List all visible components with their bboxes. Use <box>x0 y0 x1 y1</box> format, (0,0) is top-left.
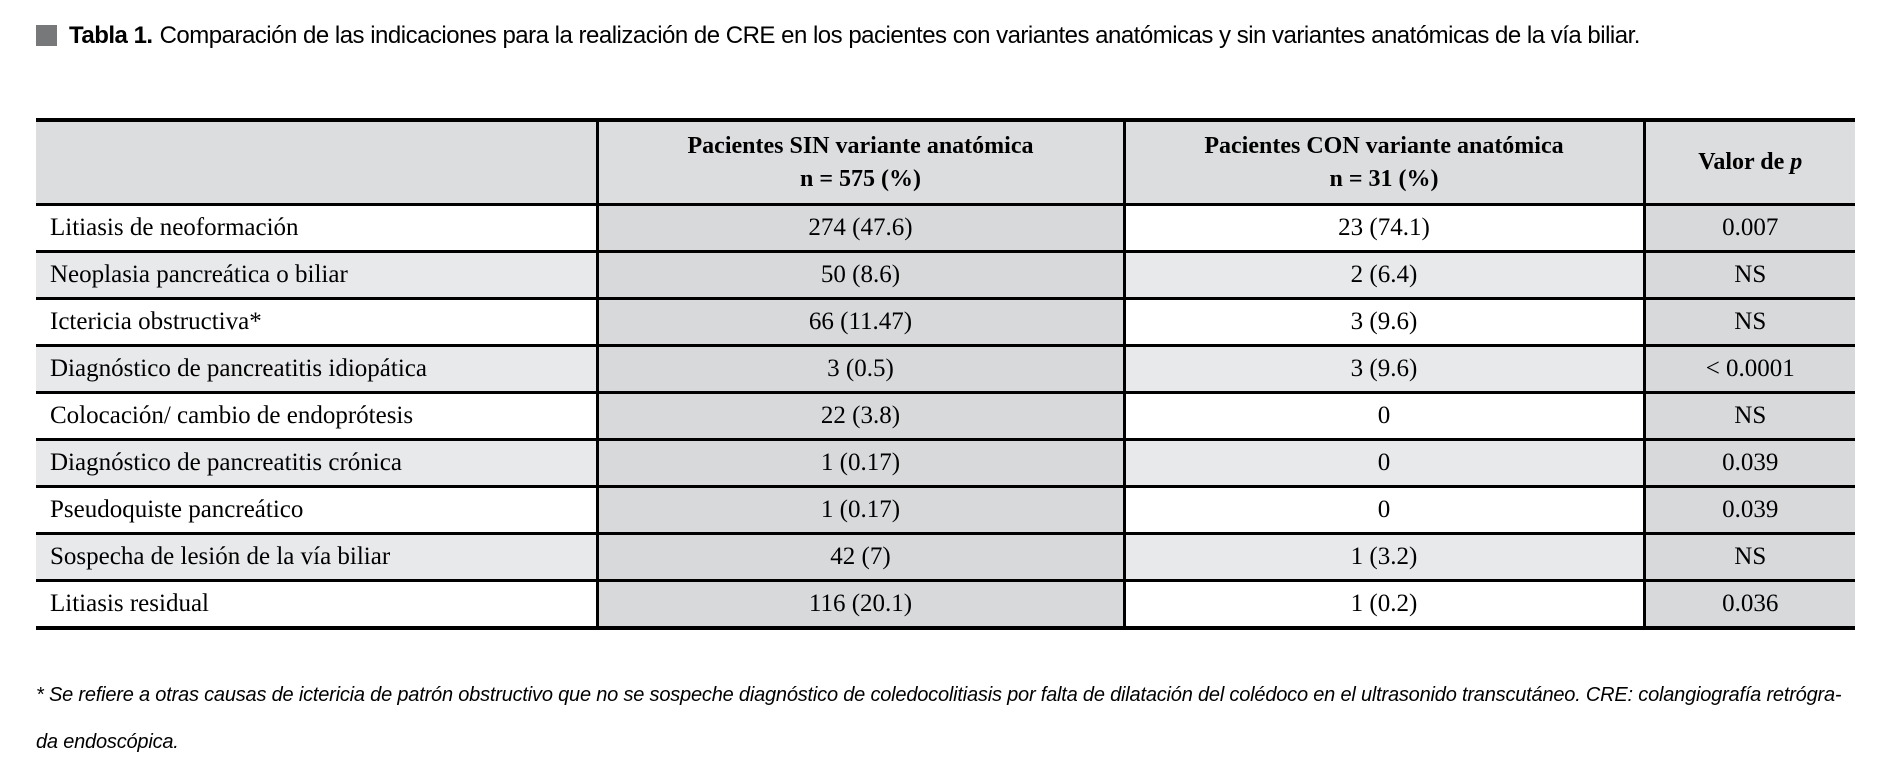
cell-con-variante: 0 <box>1122 392 1644 441</box>
cell-indication: Litiasis residual <box>36 580 597 630</box>
cell-p-value: 0.039 <box>1642 486 1855 535</box>
header-sin-line1: Pacientes SIN variante anatómica <box>687 132 1034 159</box>
cell-sin-variante: 50 (8.6) <box>595 251 1124 300</box>
table-row: Sospecha de lesión de la vía biliar 42 (7… <box>36 533 1855 582</box>
footnote-line2: da endoscópica. <box>36 731 179 753</box>
cell-p-value: NS <box>1642 533 1855 582</box>
table-header: Pacientes SIN variante anatómica n = 575… <box>36 118 1855 206</box>
footnote: * Se refiere a otras causas de ictericia… <box>36 672 1842 766</box>
valor-p-label: Valor de <box>1698 149 1791 175</box>
cell-p-value: NS <box>1642 392 1855 441</box>
table-row: Ictericia obstructiva* 66 (11.47) 3 (9.6) N… <box>36 298 1855 347</box>
table-row: Pseudoquiste pancreático 1 (0.17) 0 0.039 <box>36 486 1855 535</box>
cell-con-variante: 3 (9.6) <box>1122 345 1644 394</box>
cell-p-value: < 0.0001 <box>1642 345 1855 394</box>
cell-p-value: NS <box>1642 298 1855 347</box>
cell-sin-variante: 42 (7) <box>595 533 1124 582</box>
table-row: Diagnóstico de pancreatitis crónica 1 (0.… <box>36 439 1855 488</box>
cell-sin-variante: 22 (3.8) <box>595 392 1124 441</box>
cell-con-variante: 2 (6.4) <box>1122 251 1644 300</box>
cell-sin-variante: 1 (0.17) <box>595 439 1124 488</box>
cell-indication: Diagnóstico de pancreatitis crónica <box>36 439 597 488</box>
cell-con-variante: 1 (0.2) <box>1122 580 1644 630</box>
cell-indication: Neoplasia pancreática o biliar <box>36 251 597 300</box>
valor-p-symbol: p <box>1790 149 1803 175</box>
cell-sin-variante: 116 (20.1) <box>595 580 1124 630</box>
cell-indication: Colocación/ cambio de endoprótesis <box>36 392 597 441</box>
cell-indication: Diagnóstico de pancreatitis idiopática <box>36 345 597 394</box>
header-con-line1: Pacientes CON variante anatómica <box>1204 132 1564 159</box>
header-con-line2: n = 31 (%) <box>1329 165 1439 192</box>
title-bullet-square-icon <box>36 25 57 46</box>
header-indication-empty <box>36 118 597 206</box>
footnote-line1: * Se refiere a otras causas de ictericia… <box>36 684 1842 706</box>
table-row: Litiasis residual 116 (20.1) 1 (0.2) 0.036 <box>36 580 1855 630</box>
cell-indication: Ictericia obstructiva* <box>36 298 597 347</box>
cell-sin-variante: 274 (47.6) <box>595 204 1124 253</box>
header-sin-variante: Pacientes SIN variante anatómica n = 575… <box>595 118 1124 206</box>
header-row: Pacientes SIN variante anatómica n = 575… <box>36 118 1855 206</box>
cell-p-value: 0.036 <box>1642 580 1855 630</box>
cell-indication: Litiasis de neoformación <box>36 204 597 253</box>
cell-sin-variante: 66 (11.47) <box>595 298 1124 347</box>
cell-p-value: NS <box>1642 251 1855 300</box>
title-label: Tabla 1. <box>69 22 153 49</box>
table-row: Neoplasia pancreática o biliar 50 (8.6) 2 … <box>36 251 1855 300</box>
header-valor-p: Valor de p <box>1642 118 1855 206</box>
table-row: Diagnóstico de pancreatitis idiopática 3 … <box>36 345 1855 394</box>
table-title: Tabla 1. Comparación de las indicaciones … <box>36 20 1640 51</box>
cell-con-variante: 0 <box>1122 439 1644 488</box>
title-caption: Comparación de las indicaciones para la … <box>159 22 1641 49</box>
cell-con-variante: 0 <box>1122 486 1644 535</box>
cell-p-value: 0.039 <box>1642 439 1855 488</box>
table-row: Litiasis de neoformación 274 (47.6) 23 (74… <box>36 204 1855 253</box>
cell-indication: Sospecha de lesión de la vía biliar <box>36 533 597 582</box>
table-body: Litiasis de neoformación 274 (47.6) 23 (74… <box>36 204 1855 630</box>
title-text-wrap: Tabla 1. Comparación de las indicaciones … <box>69 20 1640 51</box>
cell-sin-variante: 1 (0.17) <box>595 486 1124 535</box>
cell-con-variante: 23 (74.1) <box>1122 204 1644 253</box>
comparison-table: Pacientes SIN variante anatómica n = 575… <box>36 118 1855 630</box>
header-sin-line2: n = 575 (%) <box>799 165 921 192</box>
header-con-variante: Pacientes CON variante anatómica n = 31 … <box>1122 118 1644 206</box>
cell-con-variante: 1 (3.2) <box>1122 533 1644 582</box>
table-row: Colocación/ cambio de endoprótesis 22 (3.… <box>36 392 1855 441</box>
cell-con-variante: 3 (9.6) <box>1122 298 1644 347</box>
cell-indication: Pseudoquiste pancreático <box>36 486 597 535</box>
cell-sin-variante: 3 (0.5) <box>595 345 1124 394</box>
cell-p-value: 0.007 <box>1642 204 1855 253</box>
